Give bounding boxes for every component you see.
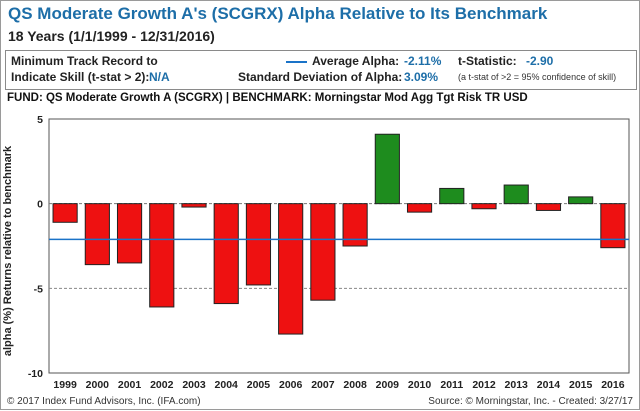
bar-2003 (181, 203, 207, 208)
min-track-value: N/A (149, 70, 170, 84)
bar-2015 (568, 196, 594, 205)
bar-2009 (374, 133, 400, 205)
bar-2011 (439, 187, 465, 205)
x-tick-label: 2011 (440, 379, 463, 391)
y-tick-label: -5 (34, 283, 43, 295)
bar-2016 (600, 203, 626, 249)
bar-2007 (310, 203, 336, 301)
x-tick-label: 2005 (247, 379, 271, 391)
tstat-value: -2.90 (526, 54, 554, 68)
std-alpha-value: 3.09% (404, 70, 439, 84)
tstat-note: (a t-stat of >2 = 95% confidence of skil… (458, 72, 617, 82)
bar-2014 (535, 203, 562, 211)
bar-2004 (213, 203, 239, 305)
y-tick-label: -10 (28, 368, 43, 380)
plot-area (48, 118, 630, 374)
x-tick-label: 2014 (537, 379, 561, 391)
x-tick-label: 2006 (279, 379, 303, 391)
avg-alpha-value: -2.11% (404, 54, 442, 68)
chart-title: QS Moderate Growth A's (SCGRX) Alpha Rel… (8, 4, 548, 23)
bar-1999 (52, 203, 78, 223)
bar-2010 (406, 203, 433, 213)
x-tick-label: 2000 (86, 379, 110, 391)
tstat-label: t-Statistic: (458, 54, 517, 68)
x-tick-label: 2007 (311, 379, 335, 391)
y-tick-label: 0 (37, 199, 43, 211)
stats-box: Minimum Track Record to Indicate Skill (… (5, 50, 637, 90)
bar-2002 (149, 203, 175, 308)
x-tick-label: 2002 (150, 379, 174, 391)
x-tick-label: 2008 (343, 379, 367, 391)
x-tick-label: 2001 (118, 379, 142, 391)
x-tick-label: 2012 (472, 379, 496, 391)
bar-2006 (278, 203, 304, 335)
footer-copyright: © 2017 Index Fund Advisors, Inc. (IFA.co… (7, 396, 201, 407)
chart-subtitle: 18 Years (1/1/1999 - 12/31/2016) (8, 28, 215, 44)
footer-source: Source: © Morningstar, Inc. - Created: 3… (428, 396, 633, 407)
x-tick-label: 2010 (408, 379, 432, 391)
x-tick-label: 2015 (569, 379, 593, 391)
average-alpha-legend-line (286, 61, 307, 63)
min-track-label-line1: Minimum Track Record to (11, 54, 158, 68)
std-alpha-label: Standard Deviation of Alpha: (238, 70, 403, 84)
bar-2013 (503, 184, 529, 205)
x-tick-label: 1999 (53, 379, 77, 391)
bar-2001 (116, 203, 143, 264)
min-track-label-line2: Indicate Skill (t-stat > 2): (11, 70, 150, 84)
bar-2012 (471, 203, 497, 210)
x-tick-label: 2003 (182, 379, 206, 391)
y-tick-label: 5 (37, 114, 43, 126)
avg-alpha-label: Average Alpha: (312, 54, 400, 68)
bar-2005 (245, 203, 272, 286)
x-tick-label: 2004 (215, 379, 239, 391)
x-tick-label: 2009 (376, 379, 400, 391)
x-tick-label: 2013 (505, 379, 529, 391)
bar-2000 (84, 203, 110, 266)
fund-benchmark-line: FUND: QS Moderate Growth A (SCGRX) | BEN… (7, 92, 528, 104)
x-tick-label: 2016 (601, 379, 625, 391)
